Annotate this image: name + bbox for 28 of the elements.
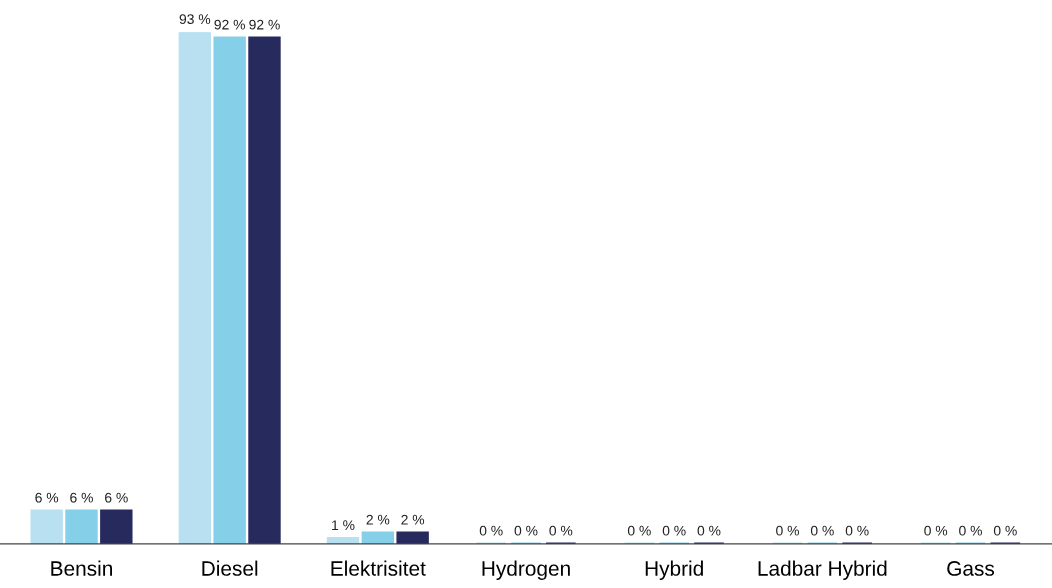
x-tick-label: Hydrogen: [482, 560, 570, 580]
data-label: 0 %: [810, 525, 834, 536]
data-label: 6 %: [70, 492, 93, 503]
data-label: 92 %: [249, 19, 280, 30]
data-label: 1 %: [332, 520, 355, 531]
x-tick-label: Bensin: [51, 560, 112, 576]
data-label: 6 %: [105, 492, 128, 503]
data-label: 0 %: [627, 525, 651, 536]
data-label: 0 %: [479, 525, 503, 536]
data-label: 0 %: [514, 525, 538, 536]
data-label: 2 %: [366, 514, 390, 525]
x-tick-label: Hybrid: [645, 560, 703, 580]
x-tick-label: Ladbar Hybrid: [758, 560, 887, 580]
data-label: 93 %: [179, 14, 211, 25]
data-label: 0 %: [959, 525, 982, 536]
data-label: 0 %: [845, 525, 869, 536]
x-tick-label: Elektrisitet: [331, 560, 426, 576]
x-tick-label: Diesel: [202, 560, 258, 576]
data-label: 2 %: [401, 514, 425, 525]
data-label: 92 %: [214, 19, 245, 30]
data-label: 0 %: [697, 525, 721, 536]
data-label: 0 %: [662, 525, 686, 536]
x-tick-label: Gass: [947, 561, 995, 576]
data-label: 0 %: [549, 525, 573, 536]
data-label: 0 %: [776, 525, 799, 536]
data-label: 0 %: [993, 525, 1017, 536]
data-label: 6 %: [35, 492, 59, 503]
data-label: 0 %: [924, 525, 948, 536]
